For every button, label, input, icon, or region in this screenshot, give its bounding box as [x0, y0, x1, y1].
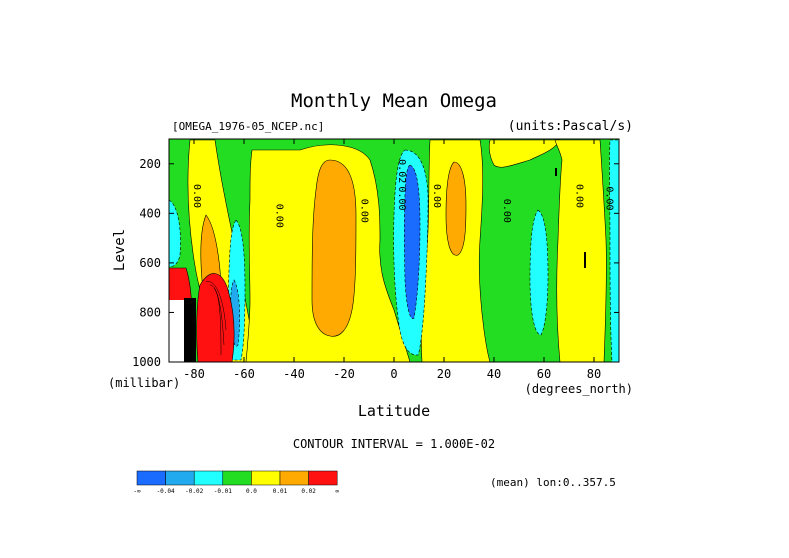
contour-label: 0.00 — [359, 199, 370, 223]
y-axis-label: Level — [112, 229, 128, 271]
colorbar-swatch — [165, 470, 195, 486]
region-red-1 — [196, 273, 235, 362]
region-orange-3 — [445, 161, 467, 256]
region-black-dot-1 — [555, 168, 557, 176]
x-tick-label: 20 — [437, 367, 451, 381]
contour-label: 0.00 — [396, 186, 407, 210]
colorbar-swatch — [251, 470, 281, 486]
x-tick-label: 60 — [537, 367, 551, 381]
colorbar-label: 0.0 — [246, 488, 257, 495]
x-tick-label: -80 — [183, 367, 205, 381]
colorbar: -∞ -0.04 -0.02 -0.01 0.0 0.01 0.02 ∞ — [133, 470, 339, 495]
colorbar-label: -∞ — [133, 488, 141, 495]
plot-area — [169, 139, 619, 362]
colorbar-swatch — [136, 470, 166, 486]
x-axis-ticks: -80 -60 -40 -20 0 20 40 60 80 — [183, 139, 601, 381]
contour-labels: 0.00 0.00 0.00 0.02 0.00 0.00 0.00 0.00 0.00 — [191, 159, 615, 228]
region-white-missing — [169, 300, 184, 362]
region-black-missing — [184, 298, 196, 362]
y-axis-units: (millibar) — [108, 376, 180, 390]
x-axis-label: Latitude — [358, 402, 430, 420]
contour-label: 0.00 — [501, 199, 512, 223]
colorbar-swatch — [193, 470, 224, 486]
x-tick-label: -60 — [233, 367, 255, 381]
contour-label: 0.00 — [431, 184, 442, 208]
colorbar-swatch — [308, 470, 338, 486]
x-tick-label: -20 — [333, 367, 355, 381]
contour-interval-note: CONTOUR INTERVAL = 1.000E-02 — [293, 437, 495, 451]
y-axis-ticks: 200 400 600 800 1000 — [132, 157, 619, 369]
region-yellow-4 — [488, 139, 561, 168]
colorbar-label: 0.01 — [273, 488, 288, 495]
y-tick-label: 1000 — [132, 355, 161, 369]
x-tick-label: 80 — [587, 367, 601, 381]
colorbar-label: ∞ — [335, 488, 339, 495]
units-label: (units:Pascal/s) — [508, 119, 633, 134]
x-axis-units: (degrees_north) — [525, 382, 633, 396]
y-tick-label: 200 — [139, 157, 161, 171]
y-tick-label: 400 — [139, 206, 161, 220]
colorbar-swatch — [222, 470, 252, 486]
x-tick-label: 0 — [390, 367, 397, 381]
x-tick-label: -40 — [283, 367, 305, 381]
footer-note: (mean) lon:0..357.5 — [490, 476, 616, 489]
chart-title: Monthly Mean Omega — [291, 90, 497, 112]
contour-label: 0.02 — [396, 159, 407, 183]
y-tick-label: 600 — [139, 256, 161, 270]
colorbar-label: -0.02 — [185, 488, 203, 495]
region-cyan-1 — [169, 199, 181, 267]
colorbar-label: 0.02 — [301, 488, 316, 495]
y-tick-label: 800 — [139, 305, 161, 319]
colorbar-label: -0.04 — [157, 488, 175, 495]
contour-label: 0.00 — [574, 184, 585, 208]
region-cyan-5 — [609, 139, 619, 362]
region-blue-1 — [404, 164, 421, 319]
colorbar-label: -0.01 — [214, 488, 232, 495]
contour-label: 0.00 — [191, 184, 202, 208]
contour-lines-red — [205, 281, 227, 356]
region-black-dot-2 — [584, 252, 586, 268]
region-yellow-5 — [554, 139, 607, 362]
region-cyan-4 — [529, 209, 549, 336]
file-label: [OMEGA_1976-05_NCEP.nc] — [172, 120, 324, 133]
region-orange-2 — [311, 159, 357, 337]
x-tick-label: 40 — [487, 367, 501, 381]
contour-label: 0.00 — [274, 204, 285, 228]
contour-label: 0.00 — [604, 186, 615, 210]
colorbar-swatch — [279, 470, 309, 486]
